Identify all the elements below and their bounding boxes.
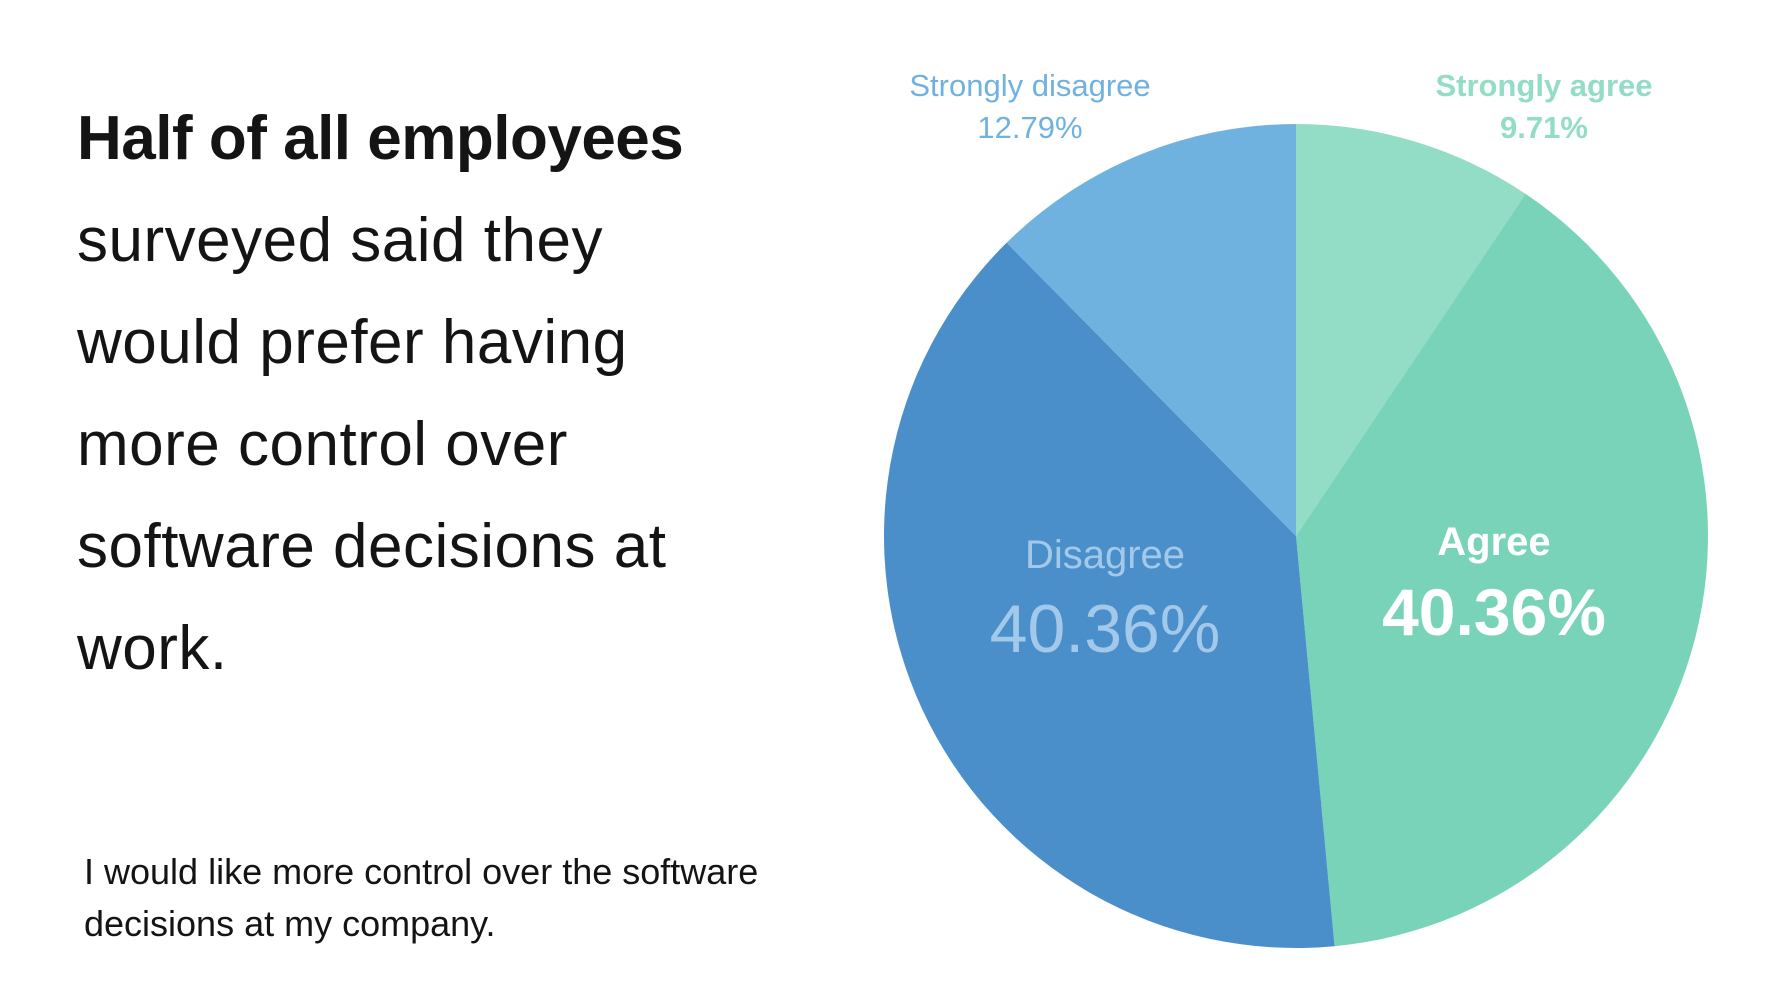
slice-value-agree: 40.36%	[1382, 575, 1606, 649]
pie-slice-strongly-agree	[1296, 124, 1526, 536]
slice-label-agree: Agree	[1437, 520, 1550, 564]
pie-labels: Strongly agree 9.71% Agree 40.36% Disagree 40…	[909, 68, 1652, 667]
pie-slice-agree	[1296, 193, 1708, 947]
slice-value-strongly-disagree: 12.79%	[977, 110, 1082, 145]
slice-value-disagree: 40.36%	[990, 591, 1221, 667]
survey-question: I would like more control over the softw…	[84, 851, 759, 944]
pie-slice-strongly-disagree	[1006, 123, 1296, 536]
headline: Half of all employees surveyed said they…	[77, 88, 757, 700]
headline-bold: Half of all employees	[77, 104, 684, 173]
pie-slices	[883, 123, 1708, 948]
slice-label-strongly-disagree: Strongly disagree	[909, 68, 1150, 103]
slice-value-strongly-agree: 9.71%	[1500, 110, 1588, 145]
slice-label-disagree: Disagree	[1025, 533, 1185, 577]
pie-slice-disagree	[883, 242, 1335, 948]
slice-label-strongly-agree: Strongly agree	[1435, 68, 1652, 103]
headline-rest: surveyed said they would prefer having m…	[77, 206, 667, 683]
